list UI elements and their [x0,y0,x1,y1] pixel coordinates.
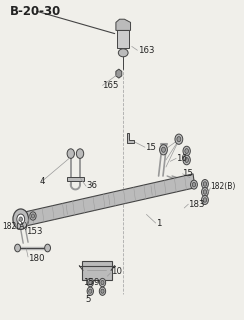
FancyBboxPatch shape [82,261,112,280]
Circle shape [76,149,84,158]
Text: 10: 10 [111,268,122,276]
Circle shape [101,289,104,293]
Circle shape [185,157,189,163]
Circle shape [15,244,20,252]
Text: 4: 4 [40,177,45,186]
Circle shape [183,146,190,156]
Text: 1: 1 [156,220,162,228]
Circle shape [31,214,35,218]
Polygon shape [67,177,84,181]
Circle shape [13,209,29,229]
Circle shape [202,188,208,196]
Circle shape [101,280,104,285]
Polygon shape [116,19,131,30]
Text: B-20-30: B-20-30 [10,5,61,18]
Text: 159: 159 [83,278,100,287]
Text: 36: 36 [86,181,97,190]
Ellipse shape [118,49,128,57]
Circle shape [87,287,93,295]
Text: 180: 180 [28,254,45,263]
Circle shape [19,217,22,221]
Circle shape [87,278,93,287]
Circle shape [162,147,165,152]
Text: 153: 153 [26,227,42,236]
Circle shape [89,280,92,285]
Circle shape [89,289,92,293]
Circle shape [160,145,167,155]
Text: 183: 183 [188,200,205,209]
Circle shape [99,287,106,295]
Circle shape [17,214,25,224]
Text: 163: 163 [138,46,154,55]
Text: 16: 16 [176,154,187,163]
Text: 182(A): 182(A) [2,222,28,231]
Circle shape [203,198,207,202]
Circle shape [191,180,197,189]
Text: 165: 165 [102,81,119,90]
Polygon shape [23,174,195,226]
Circle shape [202,196,208,204]
Polygon shape [117,30,129,48]
Circle shape [175,134,183,144]
Circle shape [183,155,190,165]
Circle shape [30,212,36,220]
Circle shape [45,244,51,252]
Text: 182(B): 182(B) [210,182,236,191]
Polygon shape [127,133,134,143]
Polygon shape [116,69,122,78]
Text: 15: 15 [145,143,156,152]
Circle shape [192,182,196,187]
Circle shape [203,190,207,194]
Text: 5: 5 [85,295,91,304]
Circle shape [202,180,208,188]
Circle shape [99,278,106,287]
Circle shape [177,137,181,142]
Circle shape [203,182,207,186]
Circle shape [67,149,74,158]
Circle shape [185,148,189,153]
Text: 15: 15 [183,169,193,178]
